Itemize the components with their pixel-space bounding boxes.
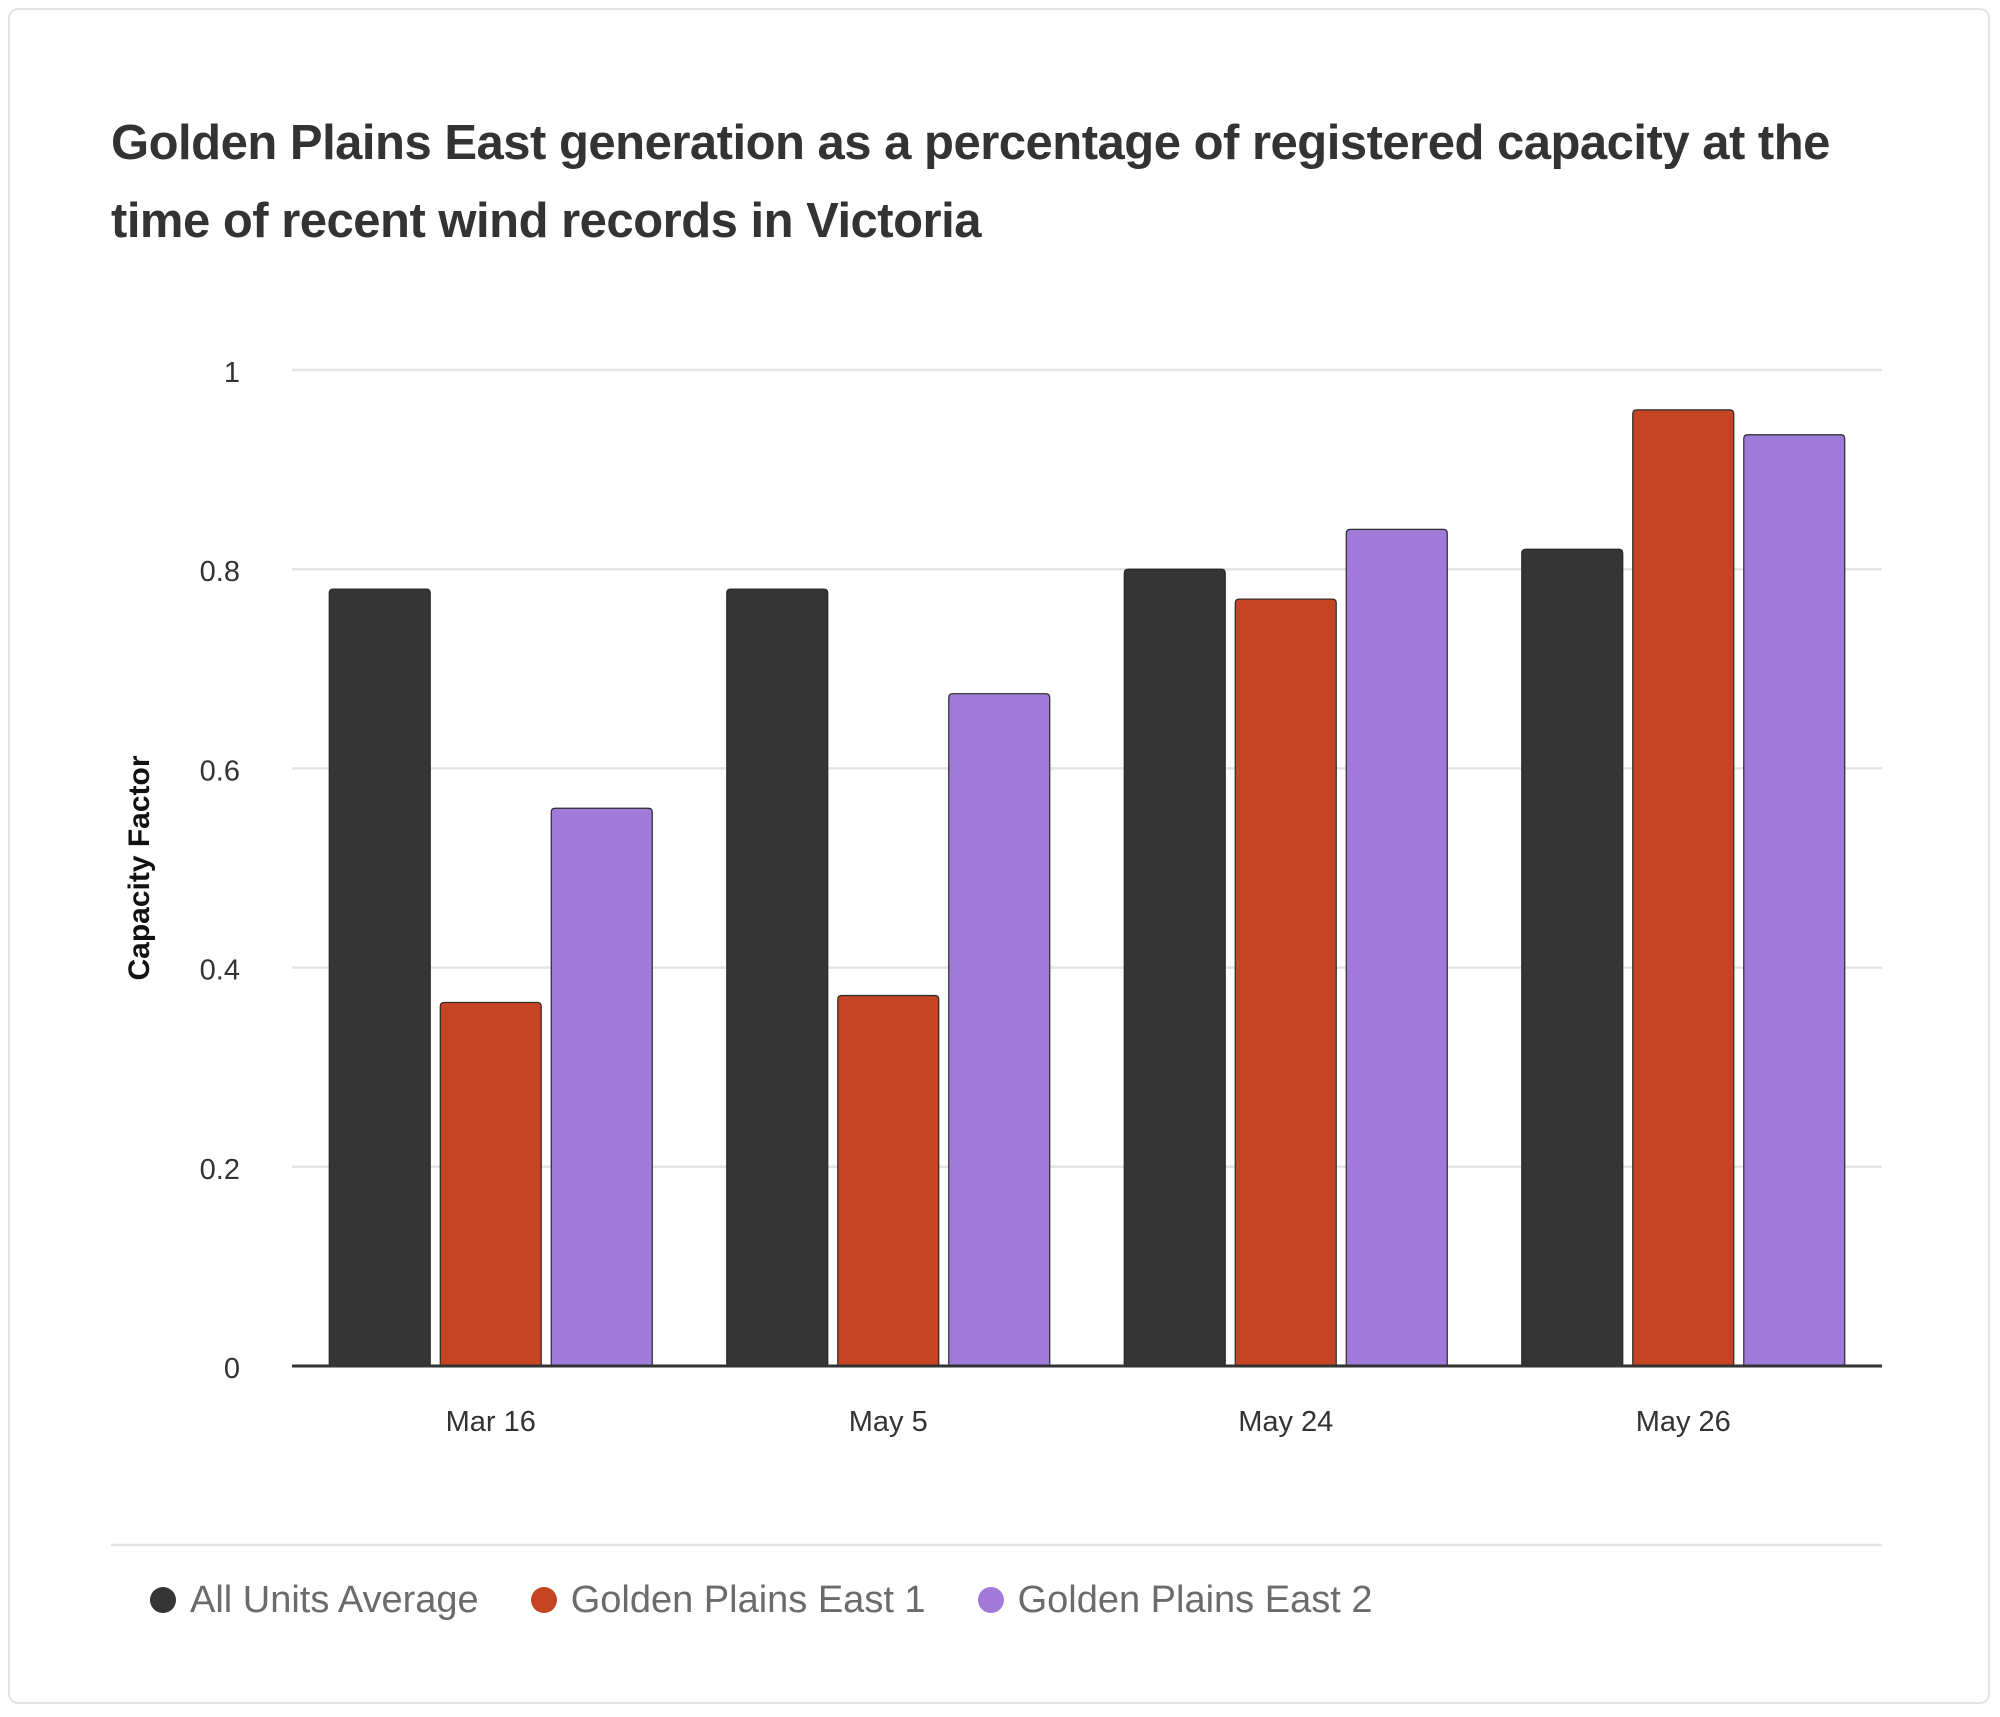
legend-item: Golden Plains East 1 xyxy=(530,1578,926,1622)
bar xyxy=(1234,598,1337,1367)
y-tick-label: 0.6 xyxy=(200,755,240,787)
legend-swatch xyxy=(530,1587,557,1613)
legend-label: Golden Plains East 2 xyxy=(1017,1578,1373,1621)
y-tick-labels: 0 0.2 0.4 0.6 0.8 1 xyxy=(200,357,240,1385)
y-tick-label: 0.8 xyxy=(200,556,240,588)
x-tick-label: Mar 16 xyxy=(446,1406,536,1438)
y-tick-label: 0.2 xyxy=(200,1154,240,1186)
bar xyxy=(328,588,431,1367)
y-axis-label: Capacity Factor xyxy=(123,755,156,980)
bar xyxy=(1521,548,1624,1367)
x-tick-label: May 24 xyxy=(1238,1406,1333,1438)
chart-title: Golden Plains East generation as a perce… xyxy=(111,116,1830,248)
y-tick-label: 0 xyxy=(224,1353,240,1385)
legend-item: All Units Average xyxy=(150,1579,479,1622)
y-tick-label: 1 xyxy=(224,357,240,389)
bar xyxy=(550,807,653,1367)
bar xyxy=(1743,434,1846,1367)
y-tick-label: 0.4 xyxy=(200,955,240,987)
x-tick-labels: Mar 16 May 5 May 24 May 26 xyxy=(446,1406,1731,1438)
legend-item: Golden Plains East 2 xyxy=(977,1578,1373,1622)
bar xyxy=(439,1001,542,1367)
bars xyxy=(328,409,1846,1367)
x-tick-label: May 26 xyxy=(1636,1406,1731,1438)
legend-label: Golden Plains East 1 xyxy=(570,1578,926,1621)
bar xyxy=(1632,409,1735,1367)
bar xyxy=(1345,528,1448,1367)
bar xyxy=(948,693,1051,1367)
legend: All Units Average Golden Plains East 1 Gol… xyxy=(150,1572,1424,1628)
bar xyxy=(1123,568,1226,1367)
legend-swatch xyxy=(150,1587,176,1613)
bar xyxy=(726,588,829,1367)
x-tick-label: May 5 xyxy=(849,1406,928,1438)
bar xyxy=(837,994,940,1367)
legend-label: All Units Average xyxy=(190,1578,479,1621)
legend-swatch xyxy=(977,1587,1004,1613)
